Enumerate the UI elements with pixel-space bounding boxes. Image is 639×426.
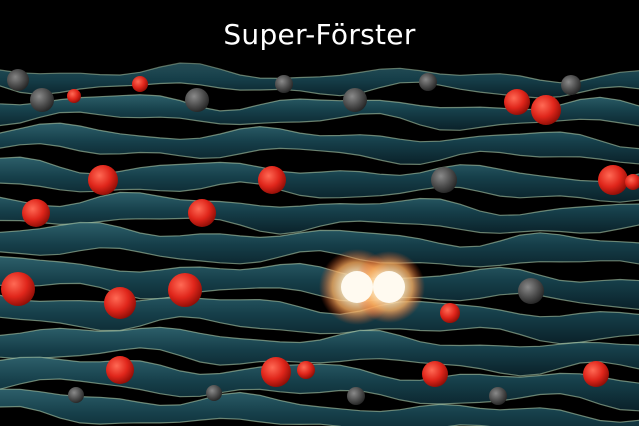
red-chromophore (261, 357, 291, 387)
red-chromophore (440, 303, 460, 323)
red-chromophore (504, 89, 530, 115)
gray-chromophore (30, 88, 54, 112)
gray-chromophore (431, 167, 457, 193)
red-chromophore (583, 361, 609, 387)
red-chromophore (625, 174, 639, 190)
red-chromophore (67, 89, 81, 103)
red-chromophore (422, 361, 448, 387)
red-chromophore (88, 165, 118, 195)
red-chromophore (188, 199, 216, 227)
gray-chromophore (489, 387, 507, 405)
chromophore-spheres (1, 69, 639, 405)
fiber-strand (0, 356, 639, 412)
page-title: Super-Förster (223, 18, 416, 51)
gray-chromophore (343, 88, 367, 112)
gray-chromophore (518, 278, 544, 304)
gray-chromophore (68, 387, 84, 403)
gray-chromophore (185, 88, 209, 112)
red-chromophore (297, 361, 315, 379)
fiber-strand (0, 326, 639, 377)
red-chromophore (258, 166, 286, 194)
top-fade (0, 0, 639, 80)
red-chromophore (1, 272, 35, 306)
red-chromophore (106, 356, 134, 384)
red-chromophore (104, 287, 136, 319)
red-chromophore (531, 95, 561, 125)
red-chromophore (598, 165, 628, 195)
exciton-glow (319, 249, 425, 325)
red-chromophore (22, 199, 50, 227)
fiber-strand (0, 94, 639, 131)
fiber-strand (0, 221, 639, 268)
gray-chromophore (206, 385, 222, 401)
gray-chromophore (347, 387, 365, 405)
red-chromophore (168, 273, 202, 307)
fiber-strand (0, 122, 639, 166)
fiber-strand (0, 294, 639, 345)
fiber-strand (0, 156, 639, 203)
